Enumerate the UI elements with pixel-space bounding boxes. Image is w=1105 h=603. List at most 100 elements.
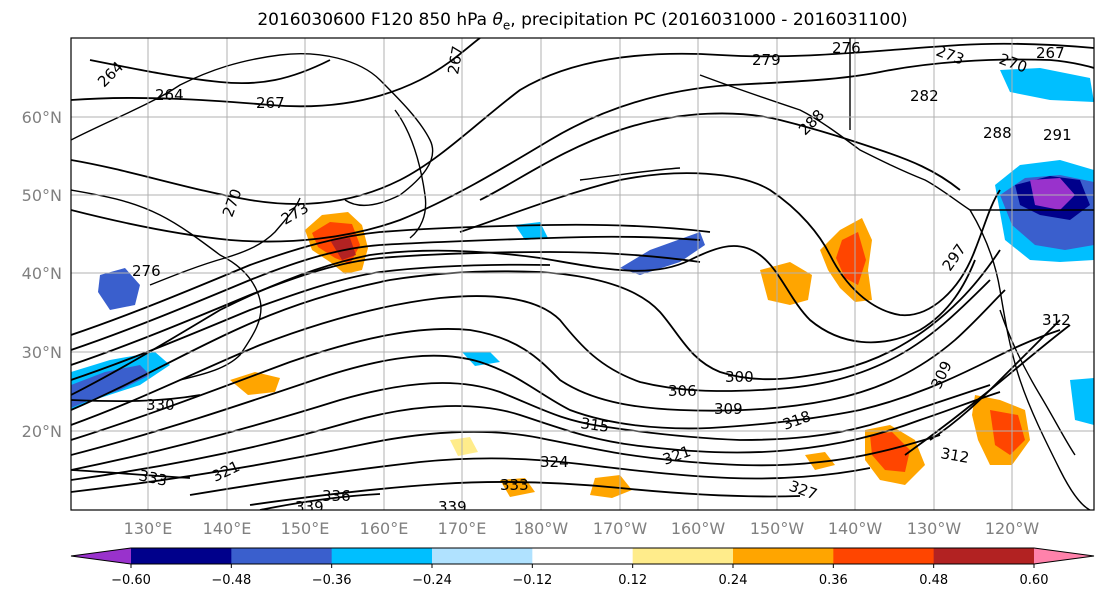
longitude-labels: 130°E 140°E 150°E 160°E 170°E 180°W 170°…	[124, 519, 1040, 538]
contour-tight-4	[71, 223, 711, 336]
graticule	[71, 38, 1094, 510]
contour-267	[71, 38, 481, 108]
lon-label: 140°E	[203, 519, 252, 538]
precip-patch-gulf-alaska-core	[836, 232, 866, 285]
contour-label: 279	[752, 51, 781, 69]
contour-label: 267	[256, 94, 285, 112]
contour-tight-2	[71, 251, 701, 366]
contour-312	[71, 329, 1061, 456]
contour-label: 291	[1043, 126, 1072, 144]
colorbar-extend-high	[1034, 548, 1094, 564]
precip-patch-baja-core	[990, 410, 1025, 455]
precip-patch-japan-sea-max	[330, 238, 356, 260]
lon-label: 160°W	[671, 519, 726, 538]
colorbar-segment	[733, 548, 834, 564]
precip-patch-south-3	[805, 452, 835, 470]
colorbar-extend-low	[71, 548, 131, 564]
coastline-baja	[999, 309, 1076, 456]
map-title: 2016030600 F120 850 hPa θe, precipitatio…	[257, 10, 908, 33]
contour-label: 336	[322, 487, 351, 505]
precip-patch-south-china-sea	[230, 372, 280, 395]
colorbar-segment	[432, 548, 533, 564]
lon-label: 150°W	[750, 519, 805, 538]
precip-patch-south-4	[450, 437, 478, 456]
lat-label: 30°N	[22, 343, 62, 362]
contour-label: 312	[939, 444, 970, 467]
precip-patch-canada-dry-max	[1030, 178, 1075, 210]
colorbar-tick-label: 0.12	[618, 573, 647, 588]
colorbar-tick-label: 0.60	[1020, 573, 1049, 588]
lon-label: 180°W	[514, 519, 569, 538]
contour-label: 324	[540, 453, 569, 471]
colorbar-tick-label: 0.24	[719, 573, 748, 588]
contour-label: 276	[132, 262, 161, 280]
lat-label: 60°N	[22, 108, 62, 127]
contour-336	[259, 493, 381, 510]
precip-patch-midlat-dry	[620, 232, 705, 275]
precip-patch-northeast-dry	[1000, 68, 1094, 102]
coastline-north-america	[969, 209, 1091, 510]
contour-label: 339	[295, 498, 324, 516]
contour-label: 330	[146, 396, 175, 414]
coastline-alaska	[699, 74, 971, 211]
contour-label: 300	[725, 368, 754, 386]
colorbar-segment	[933, 548, 1035, 564]
colorbar-tick-label: 0.36	[819, 573, 848, 588]
precip-patch-midlat-dry-3	[462, 352, 500, 366]
colorbar-segment	[632, 548, 734, 564]
contour-288	[459, 172, 1001, 316]
contour-324	[189, 457, 871, 496]
lon-label: 140°W	[828, 519, 883, 538]
contour-273	[71, 42, 1094, 205]
contour-297	[71, 245, 976, 396]
contour-315	[71, 382, 991, 471]
contour-309	[71, 289, 1006, 441]
contour-coast-1	[929, 319, 1061, 441]
contour-label: 333	[500, 476, 529, 494]
contour-label: 306	[668, 382, 697, 400]
lon-label: 120°W	[985, 519, 1040, 538]
contour-330	[71, 394, 201, 403]
colorbar-segment	[833, 548, 935, 564]
map-plot-area: 264 264 267 267 273 270 276 276 279 273 …	[71, 38, 1094, 516]
lon-label: 160°E	[360, 519, 409, 538]
colorbar-tick-label: −0.12	[512, 573, 552, 588]
lon-label: 170°W	[593, 519, 648, 538]
contour-333	[71, 469, 191, 479]
contour-tight-3	[71, 263, 551, 381]
lon-label: 150°E	[281, 519, 330, 538]
contour-321	[71, 430, 941, 493]
coastline-aleutians	[579, 167, 681, 181]
contour-label: 276	[832, 39, 861, 57]
precip-patch-japan-dry	[98, 268, 140, 310]
lon-label: 130°W	[907, 519, 962, 538]
contour-label: 264	[155, 86, 184, 104]
lat-label: 20°N	[22, 422, 62, 441]
colorbar-tick-label: −0.60	[111, 573, 151, 588]
colorbar-tick-label: −0.24	[412, 573, 452, 588]
contour-label: 267	[444, 44, 467, 75]
contour-label: 288	[983, 124, 1012, 142]
colorbar: −0.60 −0.48 −0.36 −0.24 −0.12 0.12 0.24 0.36 0.4…	[70, 547, 1095, 588]
lon-label: 130°E	[124, 519, 173, 538]
coastlines	[71, 38, 1094, 510]
contour-327	[249, 481, 801, 506]
coastline-japan	[149, 197, 301, 286]
contour-300	[71, 249, 1001, 411]
colorbar-segment	[532, 548, 634, 564]
precip-patch-midlat-dry-2	[515, 222, 548, 240]
colorbar-tick-label: −0.36	[312, 573, 352, 588]
colorbar-segment	[331, 548, 433, 564]
map-frame	[70, 37, 1095, 511]
contour-318	[71, 391, 1001, 481]
lon-label: 170°E	[438, 519, 487, 538]
precip-patch-hawaii-core	[870, 432, 910, 472]
colorbar-segment	[131, 548, 232, 564]
contour-label: 309	[714, 400, 743, 418]
lat-label: 40°N	[22, 264, 62, 283]
contour-264	[89, 59, 331, 85]
colorbar-tick-label: −0.48	[211, 573, 251, 588]
lat-label: 50°N	[22, 186, 62, 205]
contour-label: 339	[438, 498, 467, 516]
